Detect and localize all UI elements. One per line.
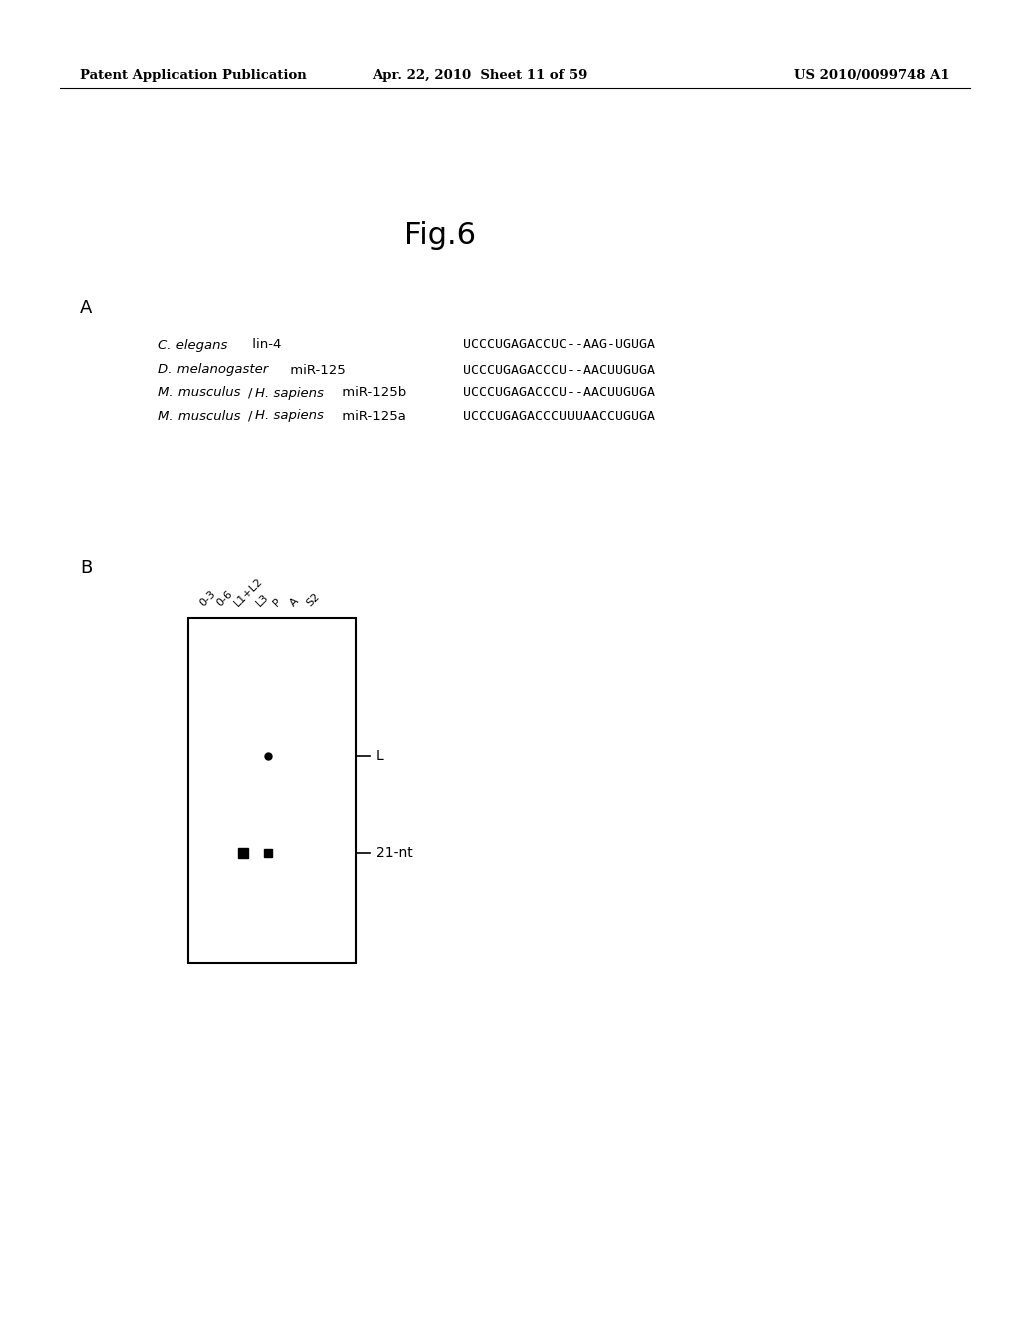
Text: M. musculus: M. musculus: [158, 409, 241, 422]
Text: lin-4: lin-4: [248, 338, 282, 351]
Text: UCCCUGAGACCCUUUAACCUGUGA: UCCCUGAGACCCUUUAACCUGUGA: [463, 409, 655, 422]
Text: 21-nt: 21-nt: [376, 846, 413, 859]
Text: Fig.6: Fig.6: [404, 220, 476, 249]
Text: D. melanogaster: D. melanogaster: [158, 363, 268, 376]
Text: 0-3: 0-3: [198, 589, 218, 609]
Text: UCCCUGAGACCCU--AACUUGUGA: UCCCUGAGACCCU--AACUUGUGA: [463, 363, 655, 376]
Text: L3: L3: [254, 591, 270, 609]
Text: 0-6: 0-6: [215, 589, 234, 609]
Text: miR-125b: miR-125b: [338, 387, 407, 400]
Text: A: A: [288, 595, 300, 609]
Text: /: /: [248, 387, 253, 400]
Text: Apr. 22, 2010  Sheet 11 of 59: Apr. 22, 2010 Sheet 11 of 59: [373, 69, 588, 82]
Text: L1+L2: L1+L2: [232, 576, 264, 609]
Text: /: /: [248, 409, 253, 422]
Text: H. sapiens: H. sapiens: [255, 409, 324, 422]
Text: H. sapiens: H. sapiens: [255, 387, 324, 400]
Text: L: L: [376, 748, 384, 763]
Text: miR-125a: miR-125a: [338, 409, 406, 422]
Text: miR-125: miR-125: [286, 363, 346, 376]
Text: US 2010/0099748 A1: US 2010/0099748 A1: [795, 69, 950, 82]
Text: Patent Application Publication: Patent Application Publication: [80, 69, 307, 82]
Text: UCCCUGAGACCUC--AAG-UGUGA: UCCCUGAGACCUC--AAG-UGUGA: [463, 338, 655, 351]
Bar: [188, 618, 356, 964]
Text: S2: S2: [305, 591, 323, 609]
Text: A: A: [80, 300, 92, 317]
Text: P: P: [271, 597, 283, 609]
Text: M. musculus: M. musculus: [158, 387, 241, 400]
Text: C. elegans: C. elegans: [158, 338, 227, 351]
Text: B: B: [80, 558, 92, 577]
Text: UCCCUGAGACCCU--AACUUGUGA: UCCCUGAGACCCU--AACUUGUGA: [463, 387, 655, 400]
